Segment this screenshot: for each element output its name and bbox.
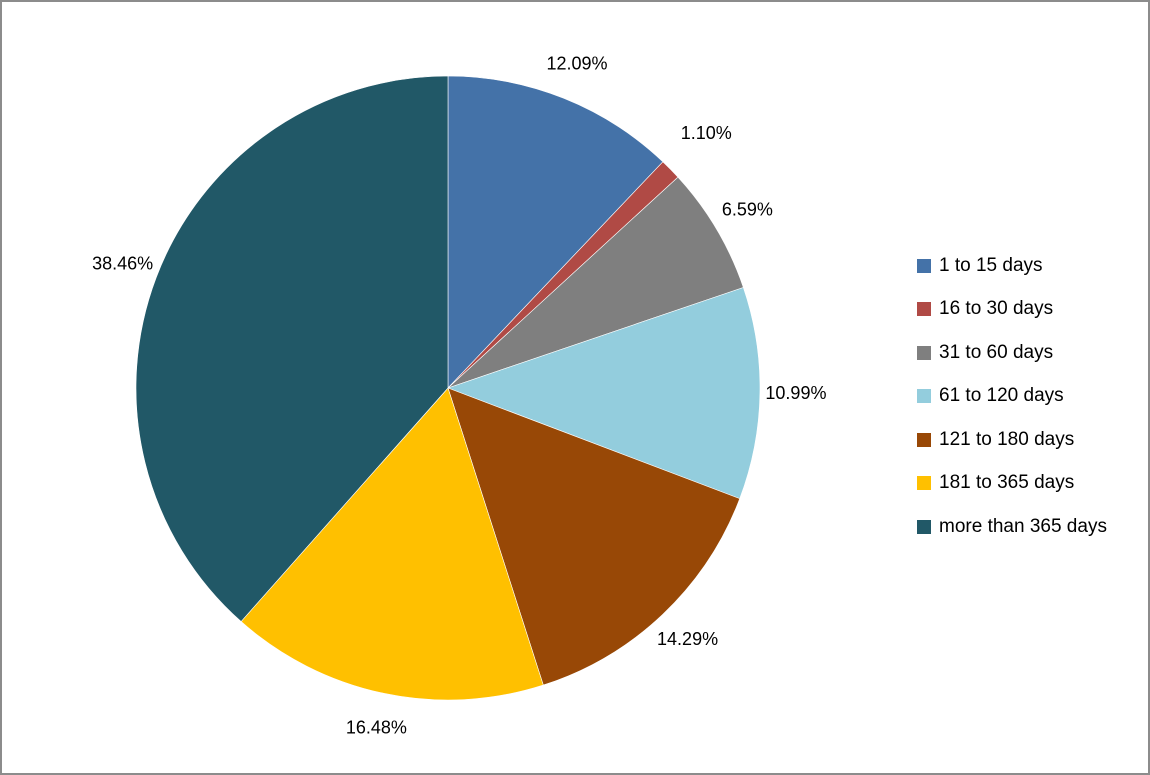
legend-item-1-to-15-days: 1 to 15 days [917, 244, 1145, 288]
legend-item-more-than-365-days: more than 365 days [917, 505, 1145, 549]
legend-swatch [917, 389, 931, 404]
data-label-16-to-30-days: 1.10% [681, 123, 732, 143]
pie-slice-31-to-60-days [447, 176, 744, 389]
pie-slice-more-than-365-days [135, 75, 449, 622]
legend-label: 121 to 180 days [939, 428, 1075, 450]
legend-item-61-to-120-days: 61 to 120 days [917, 375, 1145, 419]
legend-label: 31 to 60 days [939, 341, 1054, 363]
legend-item-16-to-30-days: 16 to 30 days [917, 288, 1145, 332]
data-label-31-to-60-days: 6.59% [722, 199, 773, 219]
legend-label: 1 to 15 days [939, 254, 1043, 276]
legend: 1 to 15 days 16 to 30 days 31 to 60 days… [917, 244, 1145, 549]
pie-slice-121-to-180-days [447, 387, 741, 686]
pie-slice-61-to-120-days [447, 287, 761, 500]
data-label-more-than-365-days: 38.46% [92, 253, 153, 273]
legend-item-181-to-365-days: 181 to 365 days [917, 462, 1145, 506]
pie-slice-181-to-365-days [240, 387, 544, 701]
legend-swatch [917, 432, 931, 447]
legend-swatch [917, 258, 931, 273]
legend-swatch [917, 302, 931, 317]
legend-item-121-to-180-days: 121 to 180 days [917, 418, 1145, 462]
legend-label: more than 365 days [939, 515, 1107, 537]
data-label-1-to-15-days: 12.09% [546, 54, 607, 74]
legend-swatch [917, 476, 931, 491]
data-label-61-to-120-days: 10.99% [765, 383, 826, 403]
legend-swatch [917, 519, 931, 534]
data-label-121-to-180-days: 14.29% [657, 629, 718, 649]
legend-label: 181 to 365 days [939, 472, 1075, 494]
legend-label: 61 to 120 days [939, 385, 1064, 407]
legend-item-31-to-60-days: 31 to 60 days [917, 331, 1145, 375]
legend-swatch [917, 345, 931, 360]
legend-label: 16 to 30 days [939, 298, 1054, 320]
pie-slice-1-to-15-days [447, 75, 664, 389]
data-label-181-to-365-days: 16.48% [346, 717, 407, 737]
